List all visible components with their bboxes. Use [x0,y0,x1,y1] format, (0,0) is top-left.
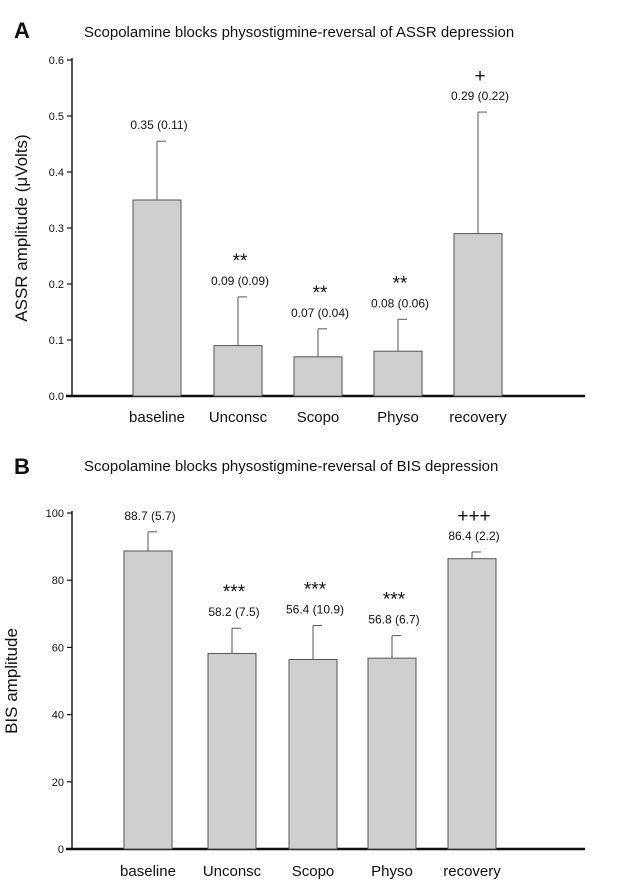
x-tick-label: baseline [120,863,176,880]
significance-marker: *** [304,580,327,601]
bar [447,558,497,850]
y-tick-label: 0.2 [49,279,64,291]
y-tick-label: 100 [46,508,64,520]
significance-marker: ** [393,273,408,294]
x-tick-label: Physo [377,409,419,426]
data-label: 88.7 (5.7) [124,509,175,523]
significance-marker: ** [233,251,248,272]
significance-marker: ** [313,283,328,304]
y-tick-label: 0.0 [49,391,64,403]
y-tick-label: 20 [52,777,64,789]
bar [293,356,343,397]
bar [207,652,257,850]
y-tick-label: 0.6 [49,55,64,67]
x-tick-label: recovery [449,409,507,426]
data-label: 0.35 (0.11) [130,118,187,132]
x-tick-label: baseline [129,409,185,426]
x-tick-label: Unconsc [203,863,262,880]
significance-marker: *** [383,590,406,611]
data-label: 0.29 (0.22) [451,89,509,103]
x-tick-label: Unconsc [209,409,268,426]
significance-marker: + [474,66,485,87]
data-label: 0.09 (0.09) [211,274,269,288]
significance-marker: +++ [457,506,490,527]
y-tick-label: 0.4 [49,167,64,179]
y-tick-label: 0.1 [49,335,64,347]
y-tick-label: 40 [52,710,64,722]
bar [373,350,423,397]
data-label: 0.08 (0.06) [371,296,429,310]
bar [288,658,338,850]
data-label: 86.4 (2.2) [448,529,499,543]
y-tick-label: 0 [58,844,64,856]
y-axis-label: BIS amplitude [2,628,21,734]
y-tick-label: 60 [52,642,64,654]
panel-letter: B [14,454,30,479]
x-tick-label: Physo [371,863,413,880]
significance-marker: *** [223,582,246,603]
x-tick-label: recovery [443,863,501,880]
x-tick-label: Scopo [297,409,340,426]
x-tick-label: Scopo [292,863,335,880]
bar [123,550,173,850]
data-label: 0.07 (0.04) [291,306,349,320]
bar [453,233,503,397]
bar [213,345,263,397]
y-tick-label: 80 [52,575,64,587]
data-label: 56.4 (10.9) [286,603,344,617]
data-label: 58.2 (7.5) [208,605,259,619]
chart-title: Scopolamine blocks physostigmine-reversa… [84,458,498,475]
y-tick-label: 0.3 [49,223,64,235]
y-axis-label: ASSR amplitude (μVolts) [12,134,31,321]
y-tick-label: 0.5 [49,111,64,123]
chart-title: Scopolamine blocks physostigmine-reversa… [84,24,514,41]
bar [132,199,182,397]
bar [367,657,417,850]
data-label: 56.8 (6.7) [368,613,419,627]
panel-letter: A [14,18,30,43]
